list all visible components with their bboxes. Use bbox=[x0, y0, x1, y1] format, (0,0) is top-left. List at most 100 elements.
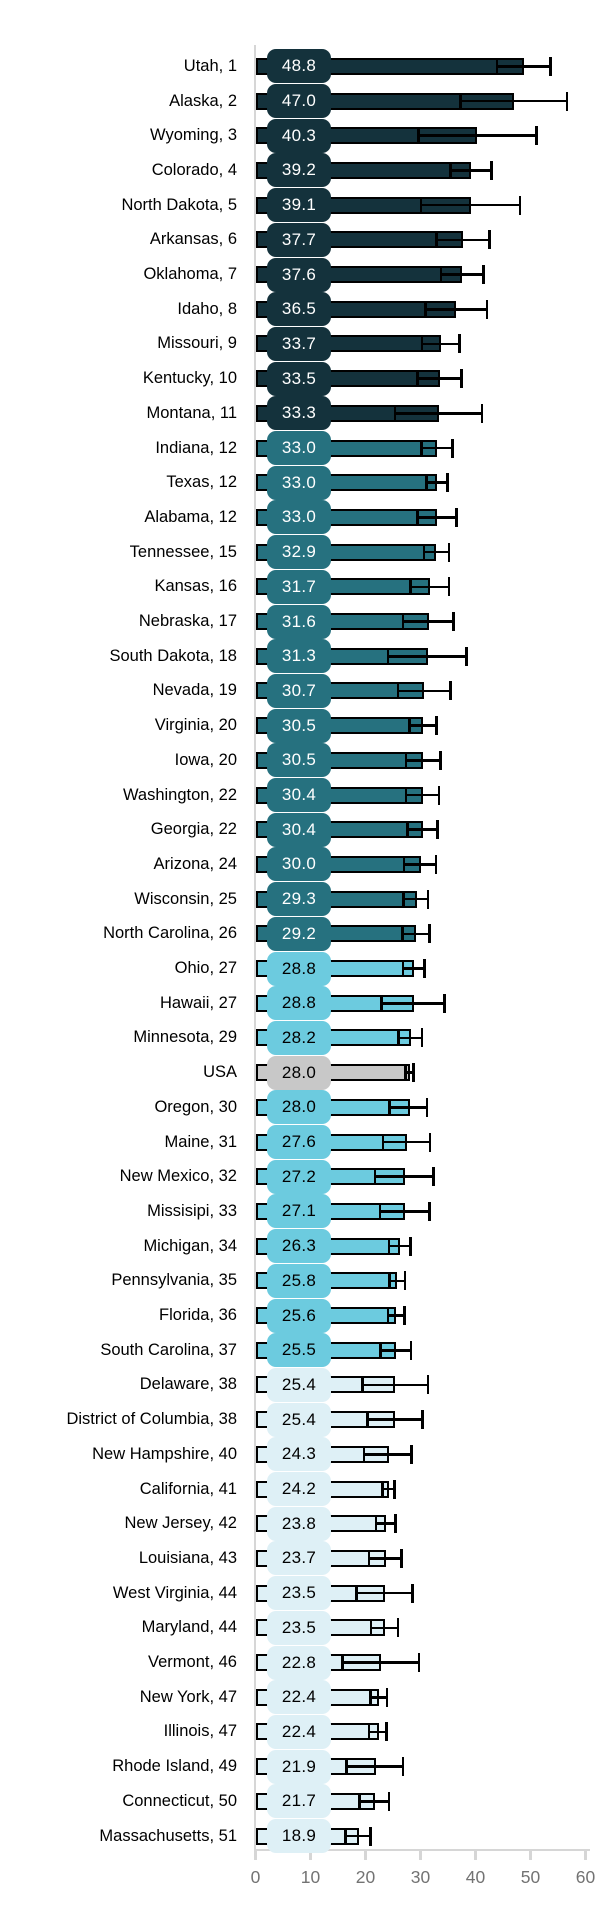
value-badge: 25.4 bbox=[267, 1367, 331, 1402]
error-cap-high bbox=[426, 889, 430, 909]
error-bar-line bbox=[381, 1001, 445, 1005]
error-cap-high bbox=[449, 681, 453, 701]
x-tick-label: 30 bbox=[410, 1867, 431, 1887]
error-cap-high bbox=[369, 1826, 372, 1846]
error-cap-high bbox=[480, 403, 484, 423]
error-cap-low bbox=[366, 1411, 369, 1429]
error-cap-low bbox=[379, 1341, 382, 1359]
error-bar-line bbox=[404, 863, 436, 866]
state-label: Maryland, 44 bbox=[141, 1618, 237, 1637]
error-bar-line bbox=[368, 1557, 402, 1560]
error-cap-high bbox=[401, 1757, 405, 1777]
state-label: Kansas, 16 bbox=[154, 577, 237, 596]
error-cap-low bbox=[386, 647, 390, 665]
state-label: Illinois, 47 bbox=[163, 1722, 237, 1741]
value-badge: 36.5 bbox=[267, 292, 331, 327]
state-label: Missouri, 9 bbox=[157, 334, 237, 353]
error-bar-line bbox=[371, 1626, 398, 1630]
value-badge: 21.9 bbox=[267, 1749, 331, 1784]
error-cap-low bbox=[344, 1758, 348, 1776]
table-row: Wyoming, 3 40.3 bbox=[0, 118, 607, 153]
state-label: South Carolina, 37 bbox=[100, 1340, 237, 1359]
table-row: Vermont, 46 22.8 bbox=[0, 1645, 607, 1680]
error-cap-high bbox=[447, 577, 451, 597]
value-badge: 26.3 bbox=[267, 1229, 331, 1264]
value-badge: 28.2 bbox=[267, 1020, 331, 1055]
table-row: Utah, 1 48.8 bbox=[0, 49, 607, 84]
error-cap-high bbox=[410, 1583, 414, 1603]
state-label: Oklahoma, 7 bbox=[143, 265, 237, 284]
value-badge: 47.0 bbox=[267, 84, 331, 119]
error-cap-low bbox=[378, 1202, 382, 1220]
error-bar-line bbox=[406, 759, 441, 762]
error-bar-line bbox=[395, 412, 483, 415]
value-badge: 32.9 bbox=[267, 535, 331, 570]
value-badge: 28.0 bbox=[267, 1090, 331, 1125]
error-cap-low bbox=[402, 855, 406, 873]
x-tick-mark bbox=[584, 1849, 587, 1860]
error-cap-high bbox=[428, 1132, 432, 1152]
value-badge: 23.5 bbox=[267, 1610, 331, 1645]
table-row: Indiana, 12 33.0 bbox=[0, 431, 607, 466]
error-cap-high bbox=[443, 993, 446, 1013]
error-cap-low bbox=[416, 508, 420, 526]
error-cap-low bbox=[380, 994, 383, 1012]
value-badge: 24.3 bbox=[267, 1437, 331, 1472]
value-badge: 29.2 bbox=[267, 916, 331, 951]
error-bar-line bbox=[402, 967, 425, 970]
value-badge: 33.5 bbox=[267, 361, 331, 396]
error-bar-line bbox=[423, 550, 450, 554]
table-row: Kentucky, 10 33.5 bbox=[0, 361, 607, 396]
value-badge: 30.5 bbox=[267, 743, 331, 778]
state-label: Vermont, 46 bbox=[148, 1653, 237, 1672]
table-row: Idaho, 8 36.5 bbox=[0, 292, 607, 327]
table-row: Florida, 36 25.6 bbox=[0, 1298, 607, 1333]
y-axis-line bbox=[253, 45, 256, 1849]
error-cap-high bbox=[385, 1687, 389, 1707]
error-bar-line bbox=[405, 1071, 414, 1074]
table-row: North Dakota, 5 39.1 bbox=[0, 188, 607, 223]
state-label: Nebraska, 17 bbox=[138, 612, 237, 631]
error-cap-high bbox=[426, 1375, 430, 1395]
error-bar-line bbox=[382, 1487, 395, 1491]
table-row: Pennsylvania, 35 25.8 bbox=[0, 1263, 607, 1299]
x-tick-label: 60 bbox=[575, 1867, 596, 1887]
error-cap-high bbox=[458, 334, 461, 354]
error-cap-high bbox=[428, 924, 431, 944]
value-badge: 33.0 bbox=[267, 465, 331, 500]
error-bar-line bbox=[375, 1522, 396, 1526]
error-bar-line bbox=[383, 1140, 430, 1144]
value-badge: 22.8 bbox=[267, 1645, 331, 1680]
table-row: New York, 47 22.4 bbox=[0, 1680, 607, 1715]
error-cap-low bbox=[387, 1237, 391, 1255]
error-bar-line bbox=[417, 516, 457, 519]
error-bar-line bbox=[421, 446, 453, 450]
error-bar-line bbox=[389, 1244, 411, 1248]
error-bar-line bbox=[389, 1106, 428, 1109]
error-cap-high bbox=[409, 1236, 412, 1256]
error-cap-low bbox=[393, 404, 397, 422]
error-bar-line bbox=[388, 654, 467, 658]
x-tick-mark bbox=[309, 1849, 312, 1860]
error-cap-low bbox=[401, 613, 405, 631]
error-cap-high bbox=[434, 854, 438, 874]
error-cap-high bbox=[447, 542, 451, 562]
value-badge: 31.6 bbox=[267, 604, 331, 639]
value-badge: 28.8 bbox=[267, 951, 331, 986]
table-row: Alabama, 12 33.0 bbox=[0, 500, 607, 535]
error-cap-low bbox=[459, 92, 462, 110]
error-cap-low bbox=[425, 474, 428, 492]
value-badge: 28.8 bbox=[267, 986, 331, 1021]
table-row: Tennessee, 15 32.9 bbox=[0, 535, 607, 570]
error-cap-high bbox=[420, 1028, 424, 1048]
value-badge: 29.3 bbox=[267, 882, 331, 917]
error-cap-low bbox=[374, 1515, 378, 1533]
error-cap-low bbox=[355, 1584, 358, 1602]
value-badge: 27.2 bbox=[267, 1159, 331, 1194]
error-cap-low bbox=[361, 1376, 365, 1394]
state-label: Idaho, 8 bbox=[177, 299, 237, 318]
table-row: South Carolina, 37 25.5 bbox=[0, 1333, 607, 1368]
x-tick-mark bbox=[364, 1849, 367, 1860]
table-row: New Hampshire, 40 24.3 bbox=[0, 1437, 607, 1472]
